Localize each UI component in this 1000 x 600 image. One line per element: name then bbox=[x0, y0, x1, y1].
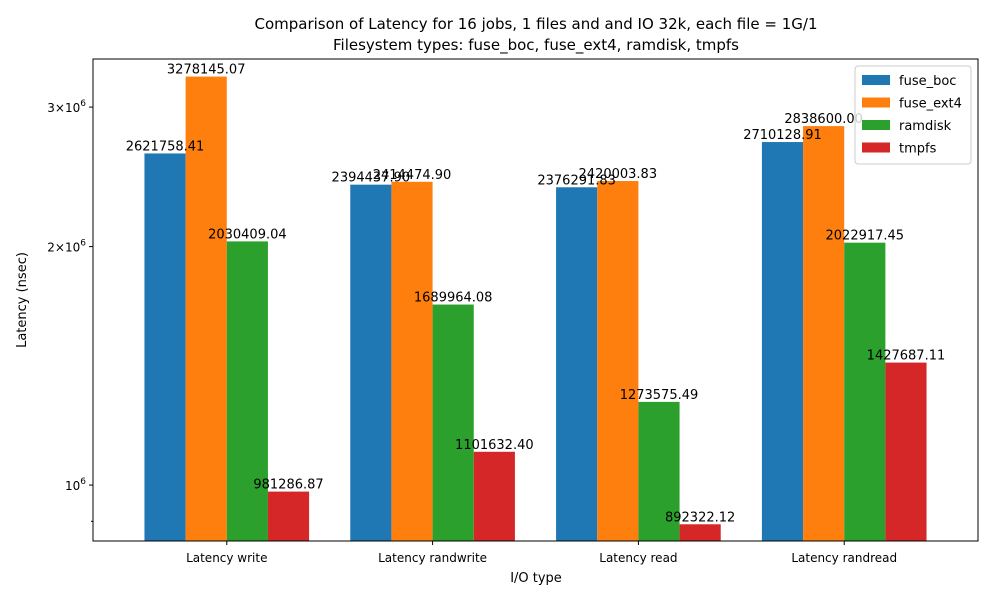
bar-fuse_ext4-3 bbox=[803, 126, 845, 542]
data-label-fuse_boc-3: 2710128.91 bbox=[743, 128, 822, 143]
legend-label-fuse_ext4: fuse_ext4 bbox=[899, 97, 962, 112]
plot-frame bbox=[92, 58, 979, 542]
data-label-fuse_ext4-1: 2414474.90 bbox=[373, 168, 452, 183]
data-label-fuse_boc-1: 2394437.90 bbox=[332, 171, 411, 186]
bar-fuse_boc-3 bbox=[761, 142, 804, 542]
bar-tmpfs-1 bbox=[473, 451, 515, 541]
bar-ramdisk-2 bbox=[638, 401, 680, 541]
x-axis-ticks: Latency write Latency randwrite Latency re… bbox=[186, 541, 897, 565]
bar-ramdisk-0 bbox=[226, 241, 268, 541]
bar-ramdisk-3 bbox=[844, 242, 886, 542]
chart-title-line-1: Comparison of Latency for 16 jobs, 1 fil… bbox=[254, 15, 817, 33]
bar-fuse_boc-1 bbox=[350, 184, 392, 541]
bar-fuse_boc-0 bbox=[144, 153, 186, 541]
bar-ramdisk-1 bbox=[432, 304, 474, 541]
bar-fuse_ext4-0 bbox=[185, 76, 227, 541]
data-label-tmpfs-0: 981286.87 bbox=[253, 478, 323, 493]
bars-group bbox=[144, 76, 927, 542]
data-label-fuse_ext4-0: 3278145.07 bbox=[167, 63, 246, 78]
data-labels-group: 2621758.41 2394437.90 2376291.83 2710128.91… bbox=[126, 63, 946, 526]
bar-tmpfs-2 bbox=[679, 524, 721, 541]
legend-box bbox=[854, 65, 972, 165]
legend-swatch-tmpfs bbox=[862, 142, 890, 153]
x-tick-label-0: Latency write bbox=[186, 551, 267, 565]
chart-title-line-2: Filesystem types: fuse_boc, fuse_ext4, r… bbox=[333, 36, 739, 55]
legend-swatch-fuse_boc bbox=[862, 75, 890, 85]
data-label-tmpfs-1: 1101632.40 bbox=[455, 438, 534, 453]
legend-label-fuse_boc: fuse_boc bbox=[899, 74, 956, 89]
x-tick-label-3: Latency randread bbox=[791, 551, 897, 565]
bar-fuse_ext4-2 bbox=[597, 181, 639, 541]
bar-fuse_boc-2 bbox=[556, 187, 598, 541]
data-label-ramdisk-0: 2030409.04 bbox=[208, 227, 287, 242]
bar-fuse_ext4-1 bbox=[391, 181, 433, 542]
legend-swatch-fuse_ext4 bbox=[862, 97, 890, 108]
data-label-ramdisk-1: 1689964.08 bbox=[414, 291, 493, 306]
legend-label-tmpfs: tmpfs bbox=[899, 142, 937, 157]
y-tick-label-0: 106 bbox=[65, 477, 86, 493]
x-axis-label: I/O type bbox=[510, 571, 562, 586]
legend-label-ramdisk: ramdisk bbox=[899, 119, 952, 134]
data-label-fuse_ext4-2: 2420003.83 bbox=[579, 167, 658, 182]
y-axis-ticks: 106 2×106 3×106 bbox=[47, 99, 93, 522]
y-axis-label: Latency (nsec) bbox=[15, 252, 30, 348]
x-tick-label-1: Latency randwrite bbox=[378, 551, 487, 565]
x-tick-label-2: Latency read bbox=[599, 551, 677, 565]
data-label-fuse_ext4-3: 2838600.00 bbox=[784, 112, 863, 127]
data-label-tmpfs-3: 1427687.11 bbox=[867, 349, 946, 364]
bar-tmpfs-0 bbox=[267, 491, 310, 541]
data-label-fuse_boc-2: 2376291.83 bbox=[537, 173, 616, 188]
legend-swatch-ramdisk bbox=[862, 120, 890, 130]
data-label-ramdisk-2: 1273575.49 bbox=[620, 388, 699, 403]
y-tick-label-1: 2×106 bbox=[47, 239, 86, 255]
data-label-fuse_boc-0: 2621758.41 bbox=[126, 139, 205, 154]
data-label-tmpfs-2: 892322.12 bbox=[665, 510, 735, 525]
y-tick-label-2: 3×106 bbox=[47, 99, 86, 115]
bar-tmpfs-3 bbox=[885, 362, 927, 541]
data-label-ramdisk-3: 2022917.45 bbox=[826, 229, 905, 244]
